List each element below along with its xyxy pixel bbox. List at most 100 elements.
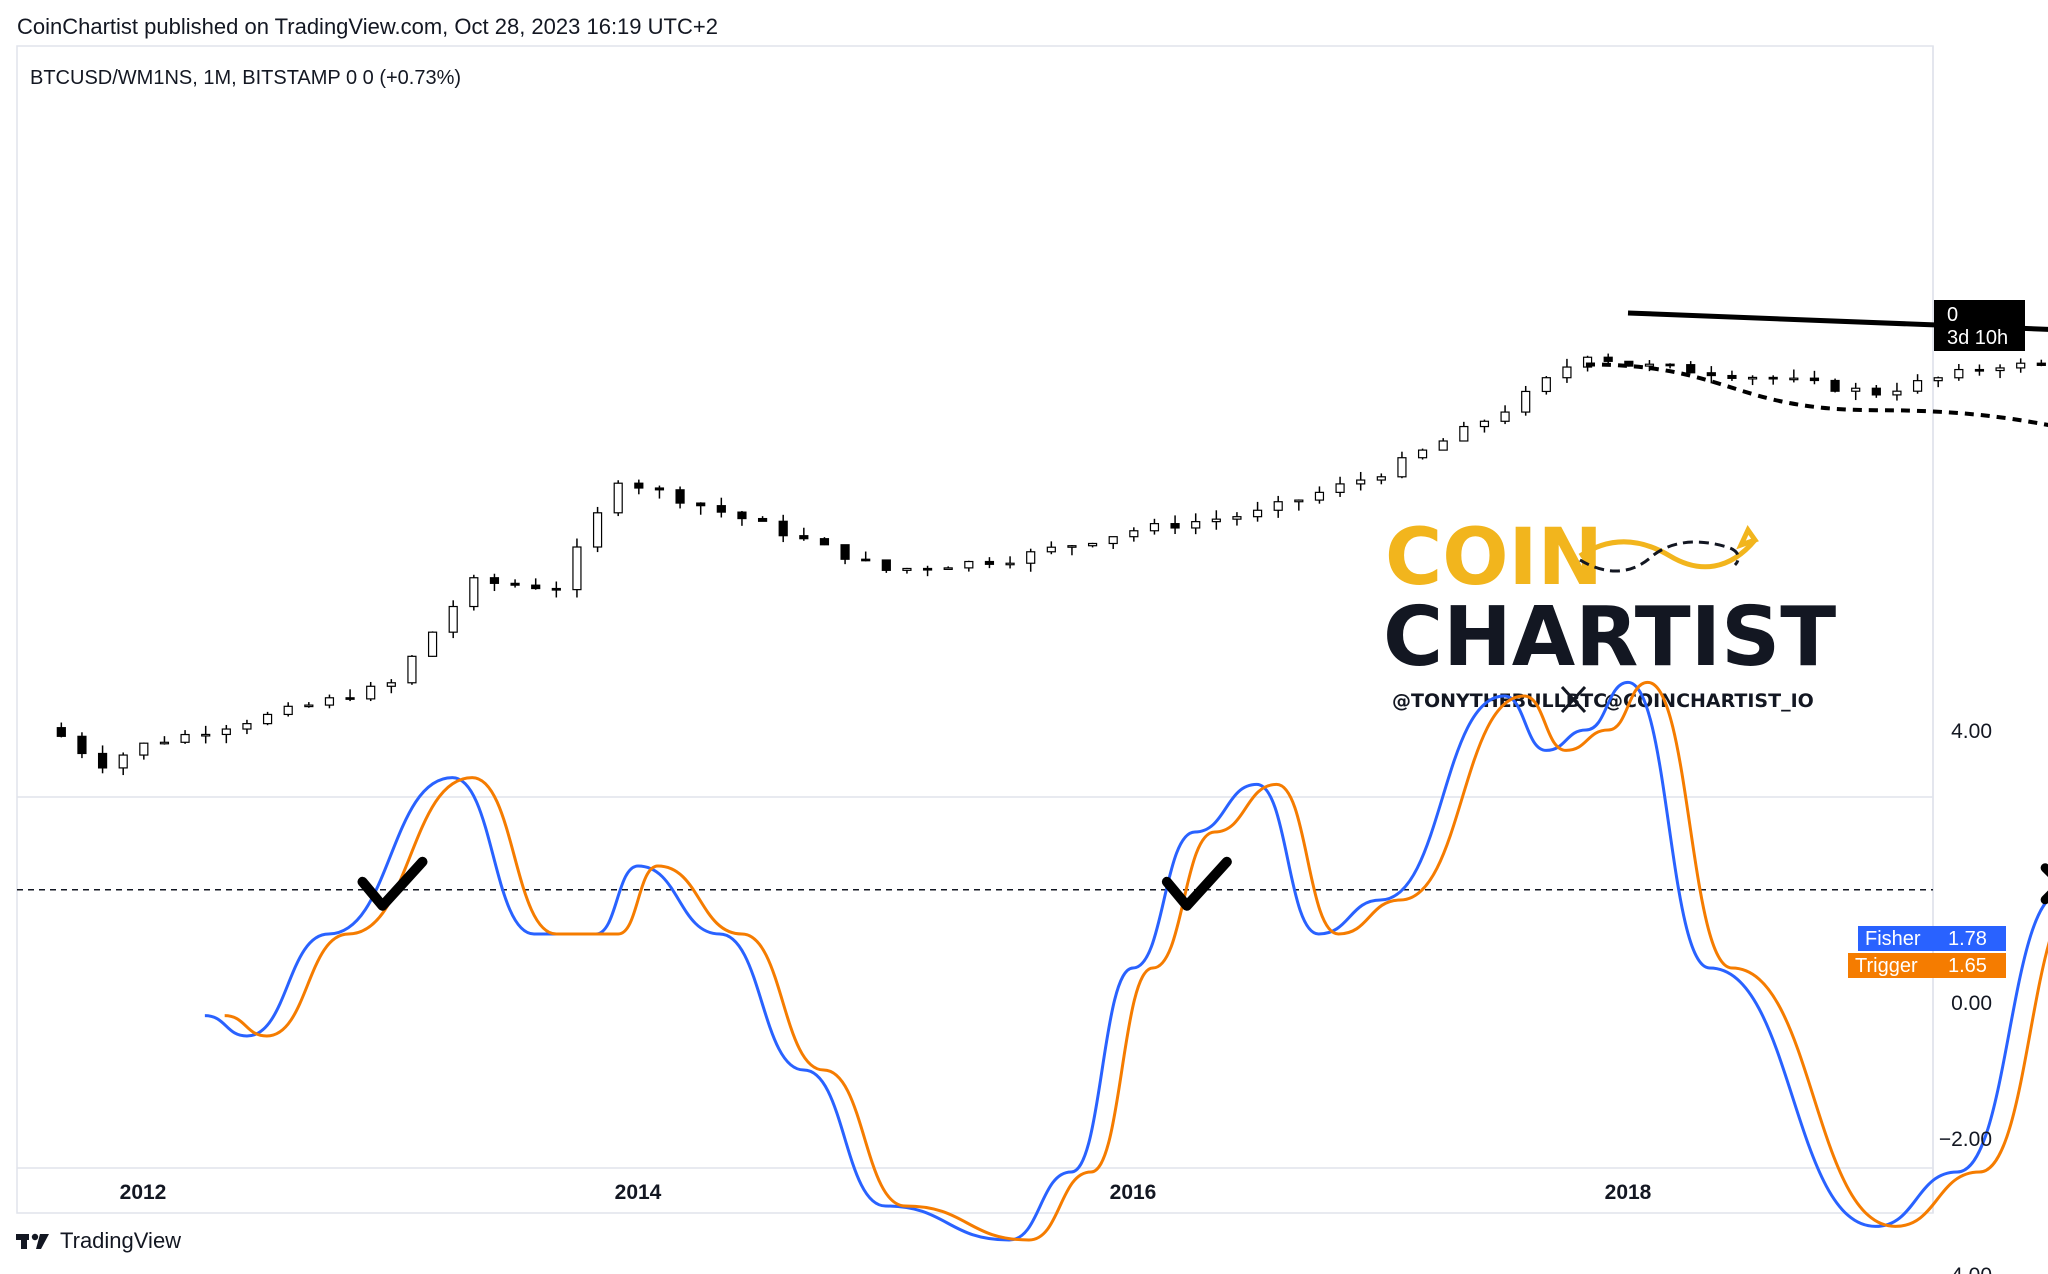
candle: [1438, 438, 1448, 451]
handle-tonythebull: @TONYTHEBULLBTC: [1392, 690, 1607, 712]
y-tick-4-00: 4.00: [1951, 720, 1992, 743]
published-header: CoinChartist published on TradingView.co…: [17, 14, 718, 39]
candle: [716, 497, 726, 518]
time-tick-2016: 2016: [1110, 1181, 1157, 1204]
fisher-name-label: Fisher: [1865, 928, 1921, 950]
price-tag-countdown: 3d 10h: [1947, 327, 2008, 349]
candle: [943, 566, 953, 570]
candle: [840, 544, 850, 565]
logo-arrow-icon: [1578, 538, 1757, 570]
candle: [56, 722, 66, 738]
candle: [1747, 375, 1758, 386]
time-tick-2012: 2012: [120, 1181, 167, 1204]
candle: [1129, 527, 1139, 542]
candle: [1273, 495, 1283, 518]
candle: [1376, 473, 1386, 485]
candle: [572, 538, 582, 598]
candle: [2016, 358, 2026, 373]
symbol-legend: BTCUSD/WM1NS, 1M, BITSTAMP 0 0 (+0.73%): [30, 67, 461, 89]
y-tick-0-00: 0.00: [1951, 992, 1992, 1015]
indicator-price-axis[interactable]: 4.00 0.00 −2.00 −4.00: [1939, 720, 1992, 1274]
candle: [366, 681, 376, 702]
candle: [1768, 375, 1778, 385]
candle: [984, 557, 995, 569]
time-tick-2014: 2014: [615, 1181, 662, 1204]
candle: [757, 516, 768, 522]
candle: [221, 724, 231, 744]
check-icon: [1161, 856, 1232, 911]
coinchartist-watermark: COIN CHARTIST @TONYTHEBULLBTC @COINCHART…: [1383, 513, 1836, 714]
logo-chartist-text: CHARTIST: [1383, 590, 1836, 685]
trendline-annotations[interactable]: [1585, 310, 2048, 448]
price-tag: 0 3d 10h: [1934, 300, 2025, 351]
candle: [964, 560, 974, 572]
candle: [902, 567, 912, 574]
candle: [510, 579, 520, 588]
candle: [1912, 374, 1923, 394]
candle: [1809, 370, 1820, 385]
candle: [1995, 364, 2005, 379]
candlestick-series: [56, 353, 2046, 776]
price-tag-value: 0: [1947, 304, 1958, 326]
candle: [592, 506, 603, 553]
tradingview-footer[interactable]: TradingView: [16, 1228, 181, 1254]
candle: [1789, 369, 1799, 383]
candle: [1933, 376, 1943, 388]
candle: [201, 725, 211, 744]
tradingview-brand-text: TradingView: [60, 1228, 182, 1253]
candle: [1149, 518, 1160, 535]
time-tick-2018: 2018: [1605, 1181, 1652, 1204]
candle: [2036, 359, 2046, 367]
fisher-value-box: [1934, 926, 2006, 951]
time-axis[interactable]: 20122014201620182020202220242026: [120, 1181, 2048, 1204]
trigger-value-box: [1934, 953, 2006, 978]
candle: [97, 745, 108, 774]
candle: [1191, 513, 1201, 535]
candle: [675, 486, 685, 509]
candle: [1830, 378, 1840, 393]
resistance-line[interactable]: [1627, 310, 2048, 370]
candle: [77, 732, 87, 759]
candle: [345, 689, 355, 702]
candle: [159, 736, 170, 745]
candle: [1871, 385, 1881, 398]
candle: [696, 502, 706, 515]
candle: [1211, 510, 1221, 530]
candle: [1665, 363, 1675, 369]
candle: [1541, 376, 1551, 395]
candle: [1005, 556, 1015, 569]
candle: [1727, 370, 1737, 381]
candle: [1644, 360, 1655, 372]
candle: [1459, 421, 1469, 442]
candle: [1252, 501, 1263, 522]
candle: [386, 679, 396, 694]
check-icon: [357, 856, 428, 911]
candle: [1356, 471, 1366, 491]
candle: [304, 702, 314, 708]
candle: [1067, 545, 1077, 556]
candle: [1397, 451, 1407, 479]
candle: [799, 527, 809, 541]
logo-coin-text: COIN: [1385, 513, 1603, 603]
fisher-value-label: 1.78: [1948, 928, 1987, 950]
candle: [634, 479, 644, 495]
candle: [1954, 363, 1964, 381]
x-logo-icon: [1560, 685, 1587, 714]
trigger-name-label: Trigger: [1855, 955, 1918, 977]
logo-arrowhead-icon: [1736, 525, 1759, 550]
candle: [407, 655, 417, 685]
candle: [861, 551, 871, 562]
candle: [1686, 361, 1696, 374]
signal-markers: [357, 856, 2048, 911]
fisher-value-tag: Fisher 1.78: [1858, 926, 2006, 951]
fisher-name-box: [1858, 926, 1942, 951]
candle: [180, 730, 190, 744]
candle: [1026, 548, 1036, 572]
rounded-bottom-curve[interactable]: [1585, 339, 2048, 448]
candle: [1851, 382, 1861, 401]
candle: [283, 702, 293, 717]
candle: [1294, 499, 1304, 511]
tradingview-logo-icon: [16, 1233, 49, 1249]
candle: [139, 742, 149, 760]
